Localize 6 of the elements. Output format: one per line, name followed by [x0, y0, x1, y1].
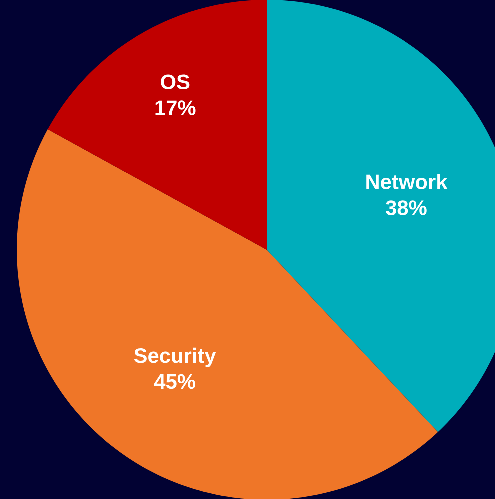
slice-label: OS [161, 74, 190, 90]
slice-label: Network [366, 174, 448, 190]
data-label: 38% [386, 200, 427, 216]
data-label: 17% [156, 100, 196, 116]
slice-label: Security [134, 348, 216, 368]
data-label: 45% [154, 374, 196, 390]
